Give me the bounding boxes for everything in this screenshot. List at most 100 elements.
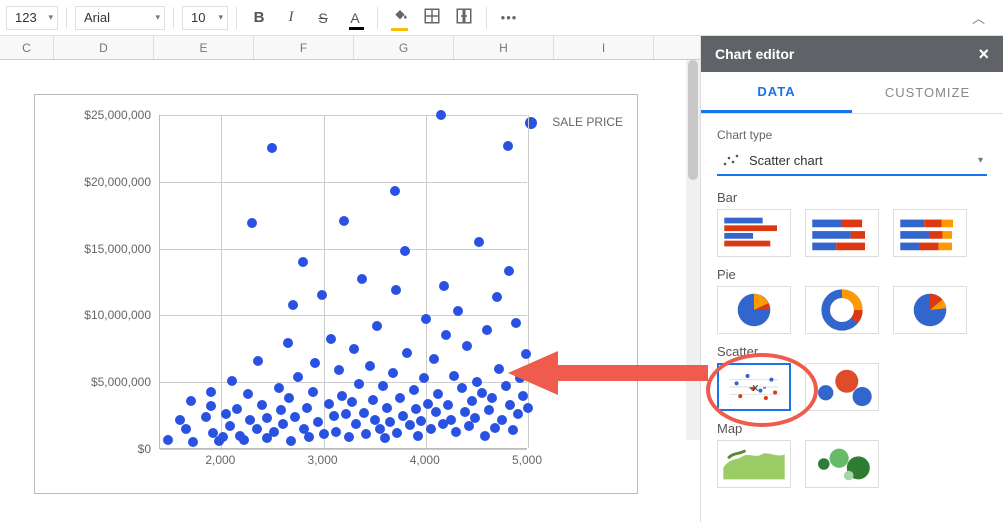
scatter-point [490,423,500,433]
scatter-point [504,266,514,276]
close-panel-button[interactable]: × [978,44,989,65]
column-header[interactable]: C [0,36,54,59]
scatter-point [163,435,173,445]
gridline-horizontal [160,115,527,116]
scatter-point [480,431,490,441]
scatter-point [436,110,446,120]
caret-down-icon: ▾ [218,12,223,23]
editor-tabs: DATA CUSTOMIZE [701,72,1003,114]
scatter-point [385,417,395,427]
editor-body: Chart type Scatter chart ▾ Bar [701,114,1003,512]
chart-thumb-map-2[interactable] [805,440,879,488]
main-area: CDEFGHI SALE PRICE 2,0003,0004,0005,000$… [0,36,1003,522]
scatter-point [284,393,294,403]
scatter-point [206,387,216,397]
scatter-point [513,409,523,419]
scatter-point [429,354,439,364]
chart-thumb-bar-2[interactable] [805,209,879,257]
separator [377,7,378,29]
borders-button[interactable] [418,4,446,32]
chart-thumb-map-1[interactable] [717,440,791,488]
scatter-point [257,400,267,410]
strikethrough-button[interactable]: S [309,4,337,32]
scatter-point [269,427,279,437]
column-header[interactable]: E [154,36,254,59]
tab-data-label: DATA [757,84,795,99]
scatter-point [262,413,272,423]
bold-button[interactable]: B [245,4,273,32]
gridline-horizontal [160,249,527,250]
scatter-point [278,419,288,429]
x-axis-label: 3,000 [308,453,338,467]
spreadsheet-area: CDEFGHI SALE PRICE 2,0003,0004,0005,000$… [0,36,700,522]
caret-down-icon: ▾ [978,155,983,166]
scatter-point [518,391,528,401]
bar-category-label: Bar [717,190,987,205]
column-header[interactable]: H [454,36,554,59]
chevron-up-icon: ︿ [972,11,985,26]
tab-customize[interactable]: CUSTOMIZE [852,72,1003,113]
borders-icon [423,7,441,28]
scatter-point [419,373,429,383]
scatter-point [232,404,242,414]
scatter-point [487,393,497,403]
scatter-point [201,412,211,422]
font-family-select[interactable]: Arial ▾ [75,6,165,30]
embedded-chart[interactable]: SALE PRICE 2,0003,0004,0005,000$0$5,000,… [34,94,638,494]
column-header[interactable]: G [354,36,454,59]
scatter-point [317,290,327,300]
scatter-point [276,405,286,415]
chart-thumb-bar-3[interactable] [893,209,967,257]
legend-label: SALE PRICE [552,115,623,129]
scatter-point [361,429,371,439]
chart-editor-header: Chart editor × [701,36,1003,72]
more-icon: ••• [501,10,518,25]
tab-data[interactable]: DATA [701,72,852,113]
scroll-thumb[interactable] [688,60,698,180]
scatter-point [341,409,351,419]
scatter-point [398,411,408,421]
scatter-point [467,396,477,406]
scatter-point [310,358,320,368]
chart-thumb-bar-1[interactable] [717,209,791,257]
column-header[interactable]: D [54,36,154,59]
chart-thumb-pie-3[interactable] [893,286,967,334]
text-color-button[interactable]: A [341,4,369,32]
scatter-point [441,330,451,340]
font-family-label: Arial [84,10,110,25]
scatter-point [329,411,339,421]
chart-thumb-scatter-1[interactable] [717,363,791,411]
italic-button[interactable]: I [277,4,305,32]
vertical-scrollbar[interactable] [686,60,700,440]
column-header[interactable]: F [254,36,354,59]
chart-thumb-scatter-2[interactable] [805,363,879,411]
merge-cells-button[interactable] [450,4,478,32]
scatter-point [505,400,515,410]
number-format-select[interactable]: 123 ▾ [6,6,58,30]
fill-color-button[interactable] [386,4,414,32]
separator [66,7,67,29]
scatter-point [503,141,513,151]
chart-thumb-pie-2[interactable] [805,286,879,334]
chart-type-select[interactable]: Scatter chart ▾ [717,146,987,176]
scatter-point [286,436,296,446]
scatter-point [497,415,507,425]
y-axis-label: $10,000,000 [37,308,151,322]
scatter-point [357,274,367,284]
scatter-point [477,388,487,398]
scatter-point [446,415,456,425]
font-size-select[interactable]: 10 ▾ [182,6,228,30]
scatter-point [354,379,364,389]
scatter-point [290,412,300,422]
gridline-vertical [221,115,222,448]
scatter-point [181,424,191,434]
scatter-point [331,427,341,437]
collapse-toolbar-button[interactable]: ︿ [972,8,985,27]
scatter-point [423,399,433,409]
chart-thumb-pie-1[interactable] [717,286,791,334]
scatter-point [460,407,470,417]
scatter-point [293,372,303,382]
scatter-point [453,306,463,316]
column-header[interactable]: I [554,36,654,59]
more-button[interactable]: ••• [495,4,523,32]
